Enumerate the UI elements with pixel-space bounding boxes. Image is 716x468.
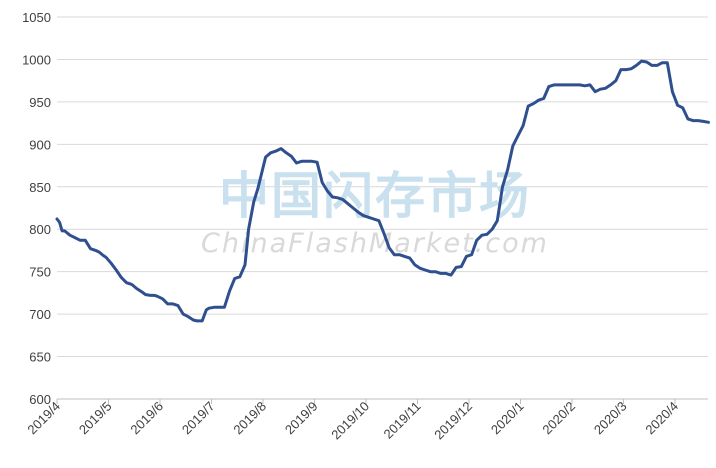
y-tick-label: 900: [29, 137, 51, 152]
series-layer: [55, 59, 710, 323]
y-tick-label: 1000: [22, 52, 51, 67]
gridlines: [57, 16, 708, 358]
y-tick-label: 1050: [22, 10, 51, 25]
y-tick-label: 600: [29, 392, 51, 407]
y-tick-label: 750: [29, 265, 51, 280]
y-axis-ticks: 600 650 700 750 800 850 900 950 1000 1050: [22, 10, 51, 407]
watermark-en: ChinaFlashMarket.com: [201, 228, 549, 259]
y-tick-label: 800: [29, 222, 51, 237]
watermark-cn: 中国闪存市场: [219, 167, 531, 225]
y-tick-label: 950: [29, 95, 51, 110]
y-tick-label: 650: [29, 350, 51, 365]
y-tick-label: 700: [29, 307, 51, 322]
y-tick-label: 850: [29, 180, 51, 195]
watermark: 中国闪存市场 ChinaFlashMarket.com: [201, 167, 549, 259]
series-line: [55, 59, 710, 323]
